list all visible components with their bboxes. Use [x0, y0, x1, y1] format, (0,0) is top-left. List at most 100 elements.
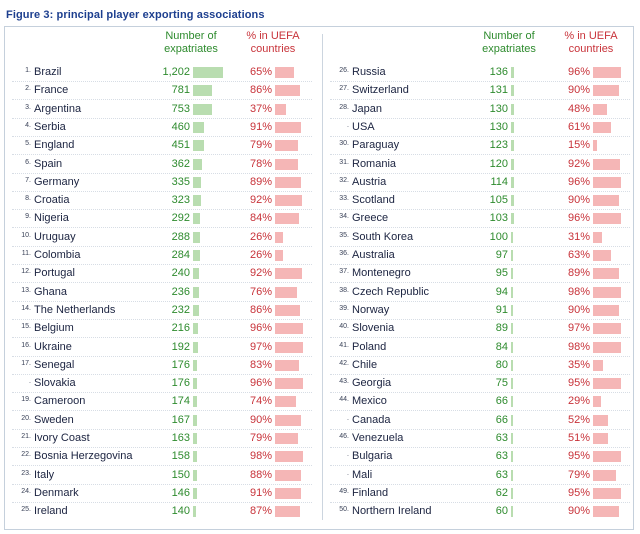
- expatriates-value: 130: [489, 120, 508, 133]
- rank-label: 7.: [25, 176, 31, 184]
- rank-label: 5.: [25, 140, 31, 148]
- table-row: 15. Belgium 216 96%: [12, 320, 312, 339]
- row-separator: [12, 318, 312, 320]
- table-row: 13. Ghana 236 76%: [12, 284, 312, 302]
- association-name: Georgia: [352, 377, 392, 390]
- uefa-percent-bar: [275, 67, 294, 78]
- uefa-percent-value: 29%: [567, 395, 590, 408]
- row-separator: [12, 245, 312, 247]
- rank-label: 40.: [339, 323, 349, 331]
- uefa-percent-bar: [275, 121, 302, 133]
- figure-title: Figure 3: principal player exporting ass…: [6, 9, 265, 21]
- uefa-percent-bar: [593, 378, 621, 390]
- uefa-percent-bar: [275, 487, 302, 499]
- association-name: Northern Ireland: [352, 505, 432, 518]
- association-name: Ghana: [34, 285, 68, 298]
- row-separator: [330, 245, 630, 247]
- expatriates-value: 240: [171, 267, 190, 280]
- uefa-percent-bar: [275, 506, 301, 518]
- uefa-percent-bar: [275, 323, 303, 335]
- association-name: Senegal: [34, 358, 75, 371]
- table-row: 3. Argentina 753 37%: [12, 101, 312, 119]
- table-row: 24. Denmark 146 91%: [12, 485, 312, 503]
- expatriates-value: 123: [489, 139, 508, 152]
- uefa-percent-bar: [275, 286, 298, 298]
- rank-label: 16.: [21, 341, 31, 349]
- association-name: Venezuela: [352, 432, 404, 444]
- uefa-percent-bar: [275, 250, 283, 261]
- uefa-percent-value: 52%: [567, 413, 590, 426]
- association-name: Mali: [352, 468, 373, 481]
- table-row: 42. Chile 80 35%: [330, 357, 630, 375]
- rank-label: 34.: [339, 213, 349, 221]
- table-row: 50. Northern Ireland 60 90%: [330, 503, 630, 521]
- expatriates-value: 100: [489, 230, 508, 243]
- table-row: 34. Greece 103 96%: [330, 210, 630, 229]
- rank-label: 22.: [21, 451, 31, 459]
- association-name: Ivory Coast: [34, 432, 90, 444]
- uefa-percent-bar: [275, 213, 300, 225]
- row-separator: [330, 318, 630, 320]
- table-row: 5. England 451 79%: [12, 137, 312, 156]
- expatriates-value: 66: [495, 413, 508, 426]
- uefa-percent-value: 61%: [567, 120, 590, 133]
- rank-label: 12.: [21, 268, 31, 276]
- expatriates-value: 84: [495, 340, 508, 353]
- uefa-percent-bar: [275, 359, 300, 371]
- uefa-percent-value: 96%: [249, 377, 272, 390]
- rank-label: 8.: [25, 195, 31, 203]
- uefa-percent-value: 96%: [567, 175, 590, 188]
- number-header: Number of expatriates: [470, 30, 548, 55]
- uefa-percent-bar: [593, 67, 621, 78]
- table-row: 21. Ivory Coast 163 79%: [12, 430, 312, 448]
- uefa-percent-value: 79%: [249, 139, 272, 152]
- table-row: 31. Romania 120 92%: [330, 156, 630, 174]
- percent-header: % in UEFA countries: [234, 30, 312, 55]
- table-row: 43. Georgia 75 95%: [330, 375, 630, 394]
- expatriates-bar: [193, 359, 198, 371]
- percent-header-line2: countries: [250, 42, 296, 55]
- uefa-percent-value: 78%: [249, 157, 272, 170]
- row-separator: [330, 190, 630, 192]
- table-row: 10. Uruguay 288 26%: [12, 229, 312, 247]
- expatriates-bar: [511, 286, 514, 298]
- association-name: Portugal: [34, 267, 75, 280]
- rank-label: 50.: [339, 506, 349, 514]
- row-separator: [12, 337, 312, 339]
- association-name: Ukraine: [34, 340, 72, 353]
- expatriates-bar: [511, 176, 514, 188]
- expatriates-bar: [511, 231, 514, 243]
- uefa-percent-value: 79%: [567, 468, 590, 481]
- association-name: Cameroon: [34, 395, 86, 408]
- expatriates-bar: [193, 103, 212, 115]
- percent-header: % in UEFA countries: [552, 30, 630, 55]
- uefa-percent-bar: [275, 103, 286, 115]
- association-name: England: [34, 139, 75, 152]
- row-separator: [330, 373, 630, 375]
- table-row: 49. Finland 62 95%: [330, 485, 630, 503]
- expatriates-value: 63: [495, 450, 508, 463]
- uefa-percent-value: 90%: [567, 505, 590, 518]
- uefa-percent-value: 51%: [567, 432, 590, 444]
- expatriates-bar: [511, 451, 513, 463]
- table-row: 32. Austria 114 96%: [330, 174, 630, 192]
- uefa-percent-bar: [593, 85, 620, 97]
- association-name: Bulgaria: [352, 450, 393, 463]
- table-row: 25. Ireland 140 87%: [12, 503, 312, 521]
- table-row: 22. Bosnia Herzegovina 158 98%: [12, 448, 312, 467]
- uefa-percent-value: 48%: [567, 102, 590, 115]
- expatriates-bar: [193, 304, 199, 316]
- table-row: 41. Poland 84 98%: [330, 339, 630, 357]
- expatriates-bar: [511, 433, 513, 444]
- rank-label: 9.: [25, 213, 31, 221]
- table-row: . Canada 66 52%: [330, 412, 630, 430]
- rank-label: .: [29, 378, 31, 386]
- uefa-percent-value: 95%: [567, 377, 590, 390]
- expatriates-bar: [511, 195, 514, 207]
- uefa-percent-value: 89%: [249, 175, 272, 188]
- association-name: South Korea: [352, 230, 414, 243]
- table-row: 33. Scotland 105 90%: [330, 192, 630, 211]
- expatriates-value: 130: [489, 102, 508, 115]
- association-name: USA: [352, 120, 375, 133]
- rank-label: 25.: [21, 506, 31, 514]
